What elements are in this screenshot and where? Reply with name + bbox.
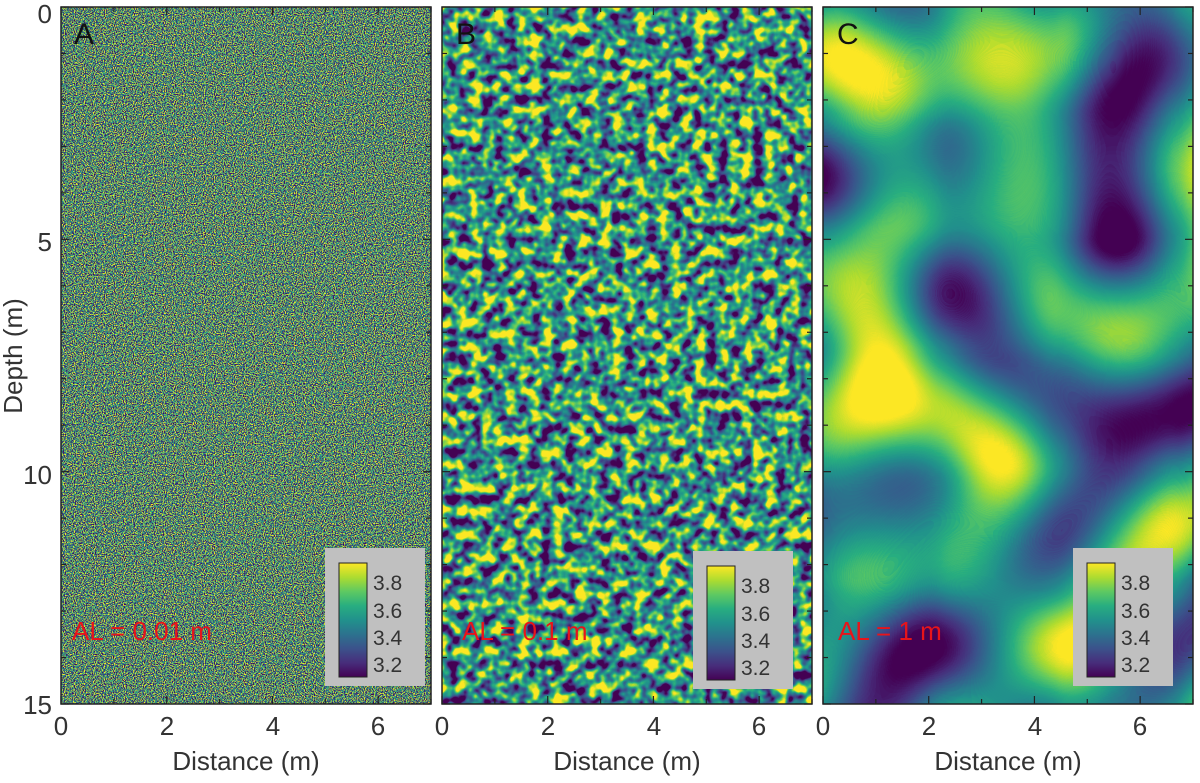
plot-frame (822, 6, 1194, 705)
colorbar-tick-label: 3.2 (741, 657, 770, 680)
x-tick-label: 0 (435, 711, 449, 741)
colorbar-tick-label: 3.8 (373, 572, 402, 595)
tick-marks (60, 6, 1194, 705)
panel-a: A AL = 0.01 m 3.8 3.6 3.4 3.2 0 5 10 15 … (0, 0, 432, 776)
x-axis-label: Distance (m) (934, 746, 1081, 776)
colorbar: 3.8 3.6 3.4 3.2 (325, 548, 425, 686)
colorbar-gradient (1086, 562, 1116, 678)
panel-b: B AL = 0.1 m 3.8 3.6 3.4 3.2 0 2 4 6 Dis… (435, 6, 813, 776)
y-axis: 0 5 10 15 Depth (m) (0, 0, 52, 720)
x-tick-label: 4 (647, 711, 661, 741)
colorbar: 3.8 3.6 3.4 3.2 (693, 551, 793, 689)
x-tick-label: 4 (266, 711, 280, 741)
colorbar-tick-label: 3.2 (1121, 654, 1150, 677)
colorbar-tick-label: 3.4 (741, 630, 771, 653)
x-tick-label: 6 (1133, 711, 1147, 741)
x-tick-label: 6 (752, 711, 766, 741)
correlation-length-annotation: AL = 0.1 m (462, 616, 588, 646)
colorbar-tick-label: 3.6 (1121, 600, 1150, 623)
x-axis-label: Distance (m) (172, 746, 319, 776)
x-axis: 0 2 4 6 Distance (m) (816, 711, 1147, 776)
panel-label: C (837, 18, 859, 51)
y-tick-label: 10 (23, 460, 52, 490)
panel-label: A (74, 18, 94, 51)
colorbar-tick-label: 3.6 (741, 603, 770, 626)
x-tick-label: 2 (922, 711, 936, 741)
x-tick-label: 4 (1028, 711, 1042, 741)
correlation-length-annotation: AL = 1 m (838, 616, 942, 646)
y-tick-label: 15 (23, 690, 52, 720)
colorbar-tick-label: 3.8 (741, 575, 770, 598)
x-tick-label: 6 (371, 711, 385, 741)
x-tick-label: 0 (54, 711, 68, 741)
x-axis: 0 2 4 6 Distance (m) (435, 711, 766, 776)
x-tick-label: 0 (816, 711, 830, 741)
colorbar-tick-label: 3.4 (1121, 627, 1151, 650)
x-tick-label: 2 (541, 711, 555, 741)
y-axis-label: Depth (m) (0, 298, 28, 414)
correlation-length-annotation: AL = 0.01 m (72, 616, 212, 646)
y-tick-label: 5 (38, 227, 52, 257)
panel-c: C AL = 1 m 3.8 3.6 3.4 3.2 0 2 4 6 Dista… (816, 6, 1194, 776)
colorbar-gradient (706, 565, 736, 681)
colorbar-tick-label: 3.8 (1121, 572, 1150, 595)
colorbar-tick-label: 3.4 (373, 627, 403, 650)
plot-frame (60, 6, 432, 705)
y-tick-label: 0 (38, 0, 52, 29)
x-axis: 0 2 4 6 Distance (m) (54, 711, 385, 776)
colorbar-tick-label: 3.2 (373, 654, 402, 677)
colorbar-gradient (338, 562, 368, 678)
colorbar-tick-label: 3.6 (373, 600, 402, 623)
x-axis-label: Distance (m) (553, 746, 700, 776)
colorbar: 3.8 3.6 3.4 3.2 (1073, 548, 1173, 686)
panel-label: B (456, 18, 476, 51)
x-tick-label: 2 (160, 711, 174, 741)
plot-frame (441, 6, 813, 705)
